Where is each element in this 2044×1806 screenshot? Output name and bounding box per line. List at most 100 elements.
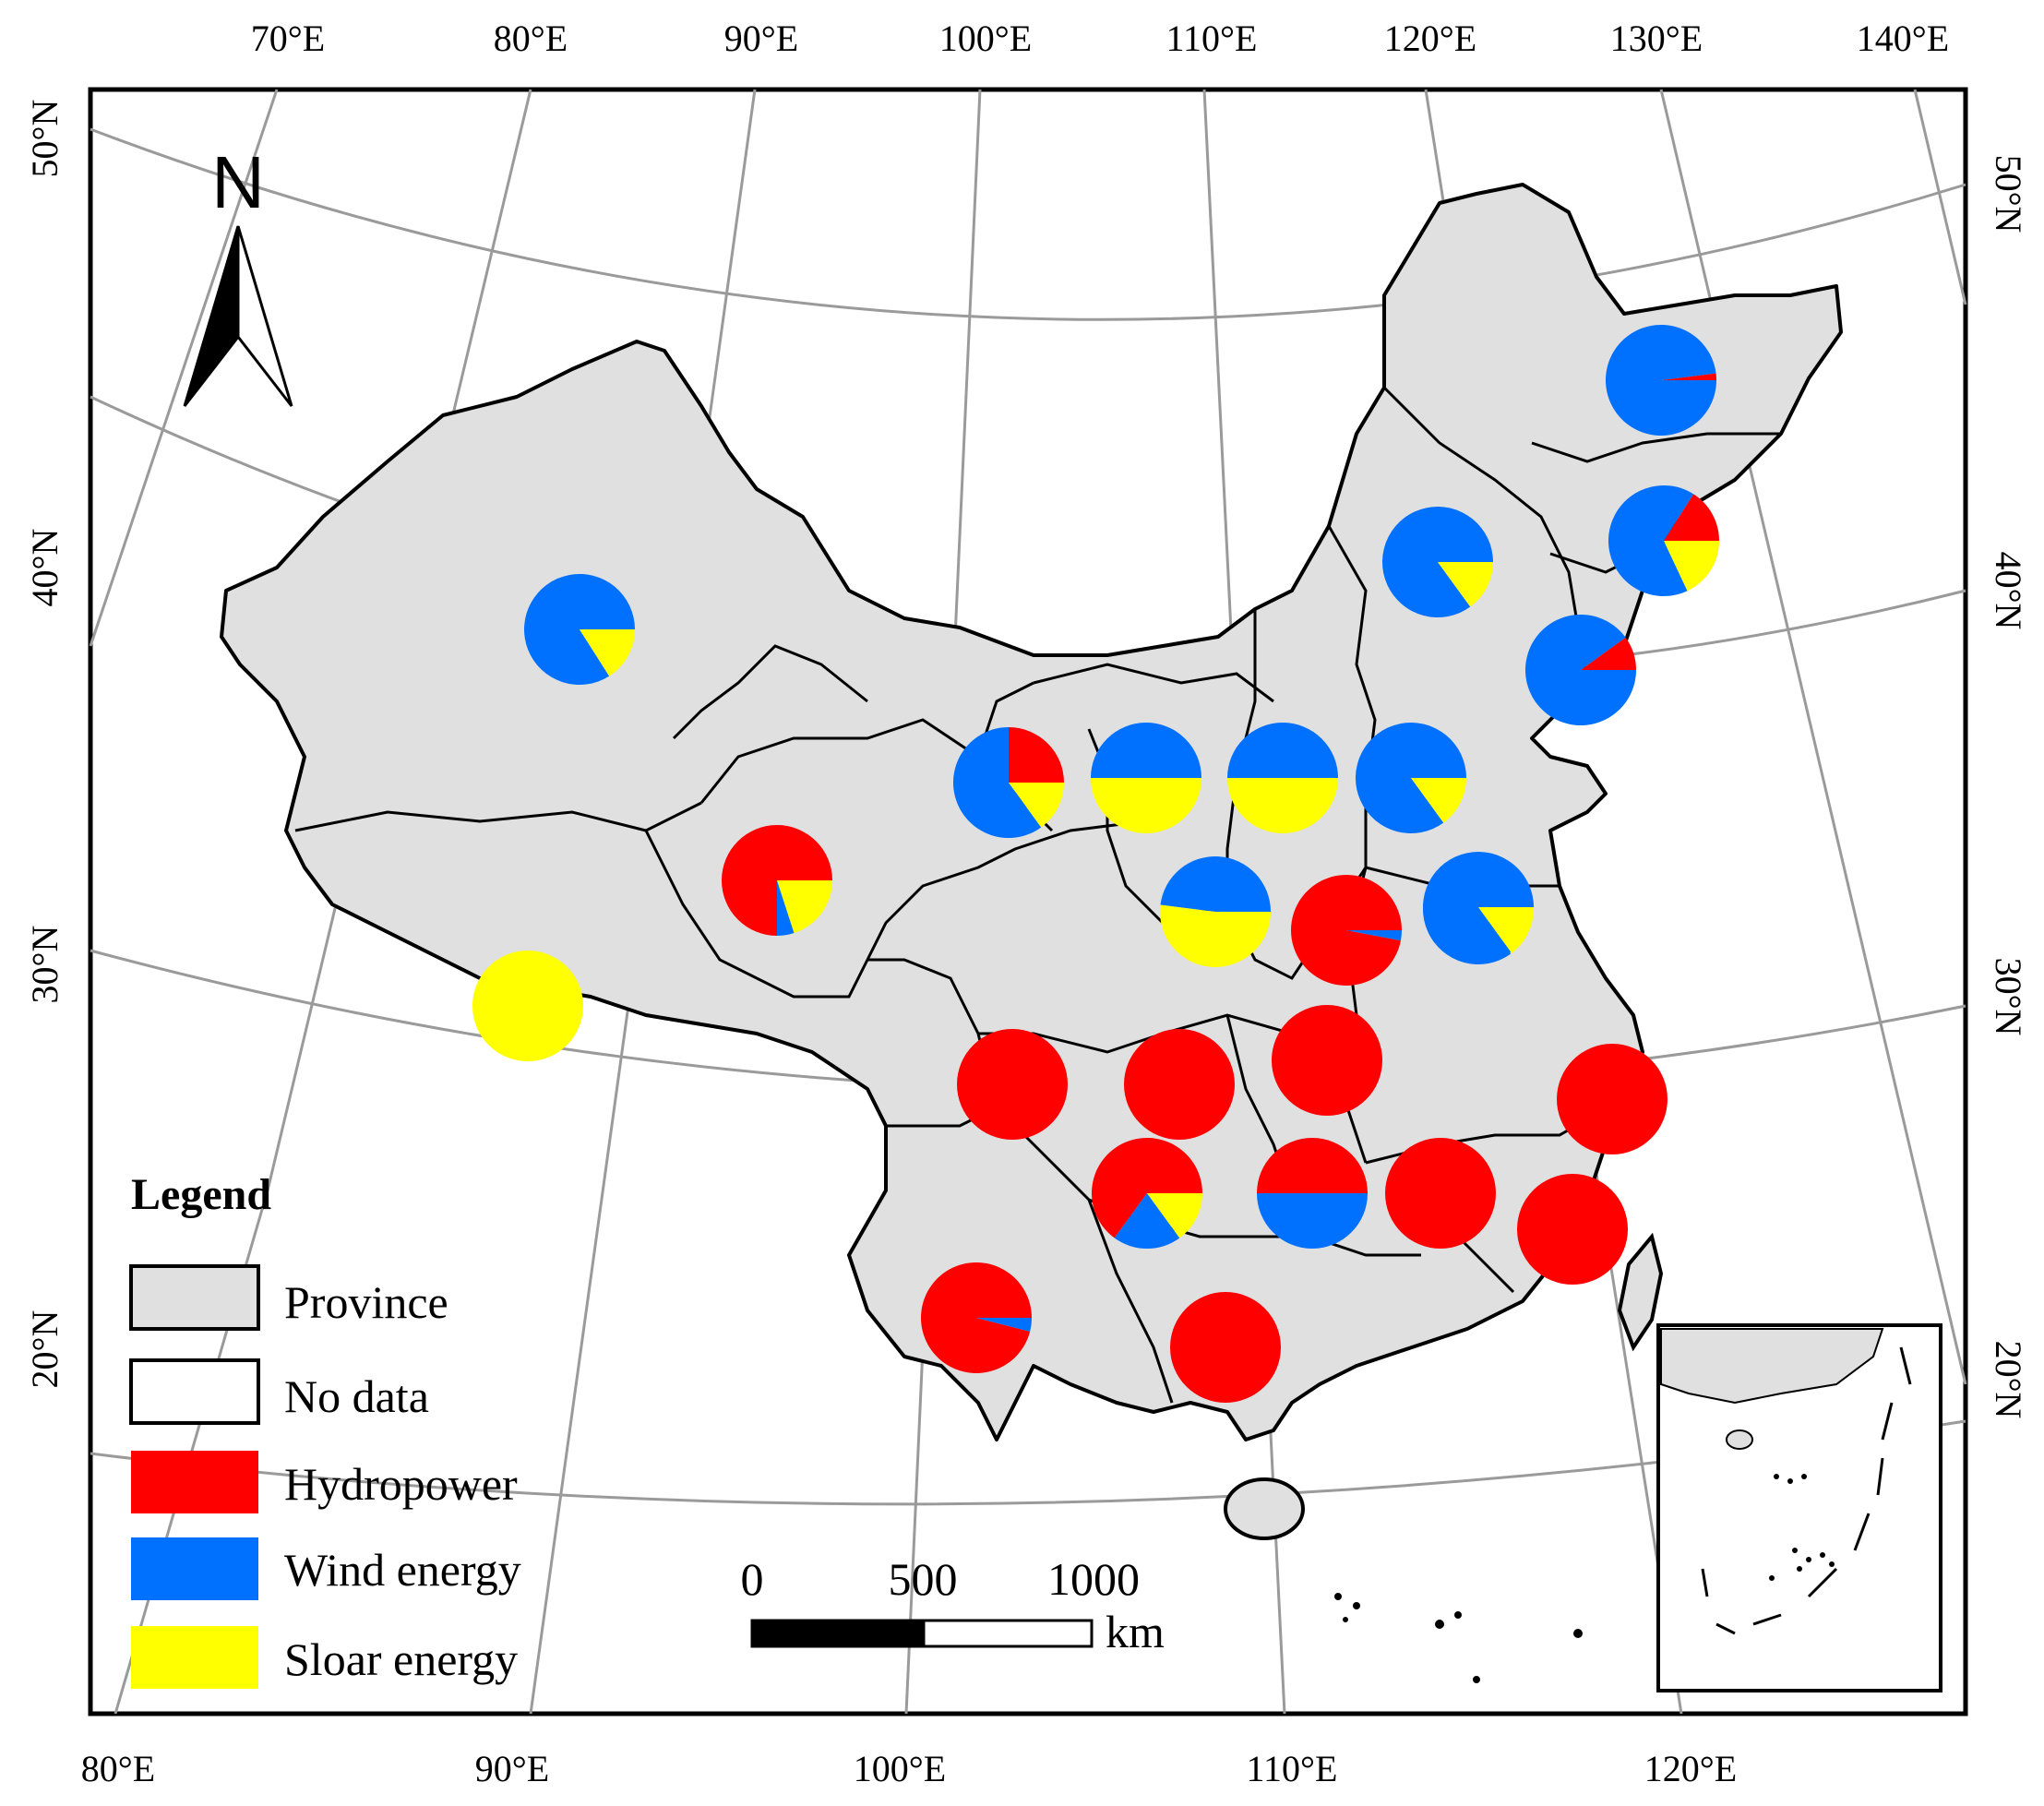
- province-energy-pie: [1291, 875, 1402, 987]
- lat-label-left: 30°N: [24, 926, 66, 1004]
- pie-slice-solar: [472, 951, 583, 1061]
- province-energy-pie: [524, 574, 635, 686]
- lon-label-top: 140°E: [1857, 18, 1949, 59]
- taiwan-island: [1617, 1232, 1664, 1352]
- legend-swatch-hydropower: [131, 1451, 258, 1513]
- province-energy-pie: [1091, 723, 1201, 833]
- lon-label-top: 90°E: [724, 18, 798, 59]
- left-latitude-labels: 50°N 40°N 30°N 20°N: [24, 100, 66, 1389]
- legend-label-province: Province: [284, 1276, 448, 1328]
- province-energy-pie: [953, 727, 1064, 838]
- province-energy-pie: [1124, 1029, 1235, 1140]
- lon-label-bottom: 80°E: [81, 1748, 155, 1789]
- pie-slice-solar: [1664, 541, 1719, 592]
- province-energy-pie: [957, 1029, 1068, 1140]
- pie-slice-wind: [1423, 852, 1534, 963]
- lon-label-bottom: 120°E: [1644, 1748, 1737, 1789]
- lat-label-right: 20°N: [1988, 1341, 2029, 1419]
- lon-label-top: 100°E: [939, 18, 1032, 59]
- pie-slice-wind: [1356, 723, 1466, 834]
- lon-label-bottom: 100°E: [854, 1748, 946, 1789]
- province-energy-pie: [1272, 1005, 1382, 1116]
- lon-label-top: 130°E: [1610, 18, 1703, 59]
- lon-label-top: 120°E: [1384, 18, 1476, 59]
- legend-label-hydropower: Hydropower: [284, 1458, 518, 1510]
- pie-slice-wind: [1091, 723, 1201, 778]
- legend-label-no-data: No data: [284, 1370, 429, 1422]
- pie-slice-solar: [1091, 778, 1201, 833]
- pie-slice-wind: [1257, 1193, 1368, 1249]
- province-energy-pie: [1257, 1138, 1368, 1249]
- legend-label-wind: Wind energy: [284, 1544, 521, 1596]
- legend-swatch-solar: [131, 1626, 258, 1689]
- top-longitude-labels: 70°E 80°E 90°E 100°E 110°E 120°E 130°E 1…: [251, 18, 1949, 59]
- legend-swatch-wind: [131, 1537, 258, 1600]
- pie-slice-wind: [1525, 614, 1636, 725]
- pie-slice-wind: [1382, 507, 1493, 618]
- province-energy-pie: [1423, 852, 1534, 963]
- lon-label-top: 70°E: [251, 18, 325, 59]
- province-energy-pie: [1160, 855, 1271, 967]
- province-energy-pie: [1557, 1044, 1667, 1154]
- pie-slice-solar: [1478, 907, 1534, 952]
- meridian-70e: [89, 89, 279, 647]
- lat-label-left: 20°N: [24, 1310, 66, 1389]
- scale-tick-1000: 1000: [1047, 1553, 1140, 1605]
- lat-label-left: 50°N: [24, 100, 66, 178]
- pie-slice-wind: [976, 1318, 1032, 1332]
- lon-label-bottom: 110°E: [1247, 1748, 1338, 1789]
- hainan-island: [1224, 1477, 1305, 1540]
- pie-slice-hydropower: [921, 1262, 1032, 1373]
- pie-slice-hydropower: [1257, 1138, 1368, 1193]
- pie-slice-hydropower: [1009, 727, 1064, 783]
- pie-slice-hydropower: [1581, 637, 1636, 670]
- pie-slice-hydropower: [1557, 1044, 1667, 1154]
- province-energy-pie: [1356, 723, 1466, 834]
- pie-slice-solar: [1438, 562, 1493, 607]
- province-energy-pie: [1092, 1138, 1202, 1250]
- legend-label-solar: Sloar energy: [284, 1633, 518, 1685]
- lon-label-top: 80°E: [494, 18, 568, 59]
- province-energy-pie: [722, 825, 832, 936]
- province-energy-pie: [1606, 324, 1716, 436]
- pie-slice-solar: [580, 629, 635, 676]
- north-arrow: N: [183, 141, 293, 407]
- pie-slice-wind: [1114, 1193, 1180, 1250]
- parallel-50n: [90, 127, 1966, 321]
- pie-slice-hydropower: [1092, 1138, 1202, 1238]
- energy-pie-charts: [472, 324, 1719, 1403]
- pie-slice-wind: [1608, 485, 1694, 597]
- pie-slice-hydropower: [1170, 1292, 1281, 1403]
- pie-slice-hydropower: [1291, 875, 1402, 987]
- pie-slice-wind: [1160, 855, 1271, 912]
- province-energy-pie: [921, 1262, 1032, 1373]
- lat-label-right: 40°N: [1988, 552, 2029, 630]
- pie-slice-solar: [1227, 778, 1338, 833]
- pie-slice-solar: [1160, 904, 1271, 967]
- province-energy-pie: [1170, 1292, 1281, 1403]
- pie-slice-hydropower: [1385, 1138, 1496, 1249]
- lon-label-top: 110°E: [1166, 18, 1258, 59]
- pie-slice-solar: [1147, 1193, 1202, 1238]
- scale-tick-0: 0: [741, 1553, 764, 1605]
- north-label: N: [211, 141, 265, 223]
- legend-title: Legend: [131, 1170, 271, 1219]
- bottom-longitude-labels: 80°E 90°E 100°E 110°E 120°E: [81, 1748, 1737, 1789]
- pie-slice-solar: [1411, 778, 1466, 823]
- pie-slice-hydropower: [1517, 1174, 1628, 1285]
- meridian-140e: [1913, 89, 1967, 305]
- lat-label-right: 50°N: [1988, 155, 2029, 233]
- province-energy-pie: [1382, 507, 1493, 618]
- legend-swatch-no-data: [129, 1358, 260, 1425]
- pie-slice-wind: [777, 880, 795, 936]
- legend: Legend Province No data Hydropower Wind …: [129, 1170, 521, 1689]
- pie-slice-wind: [1346, 930, 1402, 941]
- lat-label-left: 40°N: [24, 529, 66, 607]
- province-energy-pie: [1517, 1174, 1628, 1285]
- pie-slice-hydropower: [957, 1029, 1068, 1140]
- legend-swatch-province: [129, 1264, 260, 1331]
- province-energy-pie: [1227, 723, 1338, 833]
- pie-slice-hydropower: [1124, 1029, 1235, 1140]
- pie-slice-wind: [953, 727, 1042, 838]
